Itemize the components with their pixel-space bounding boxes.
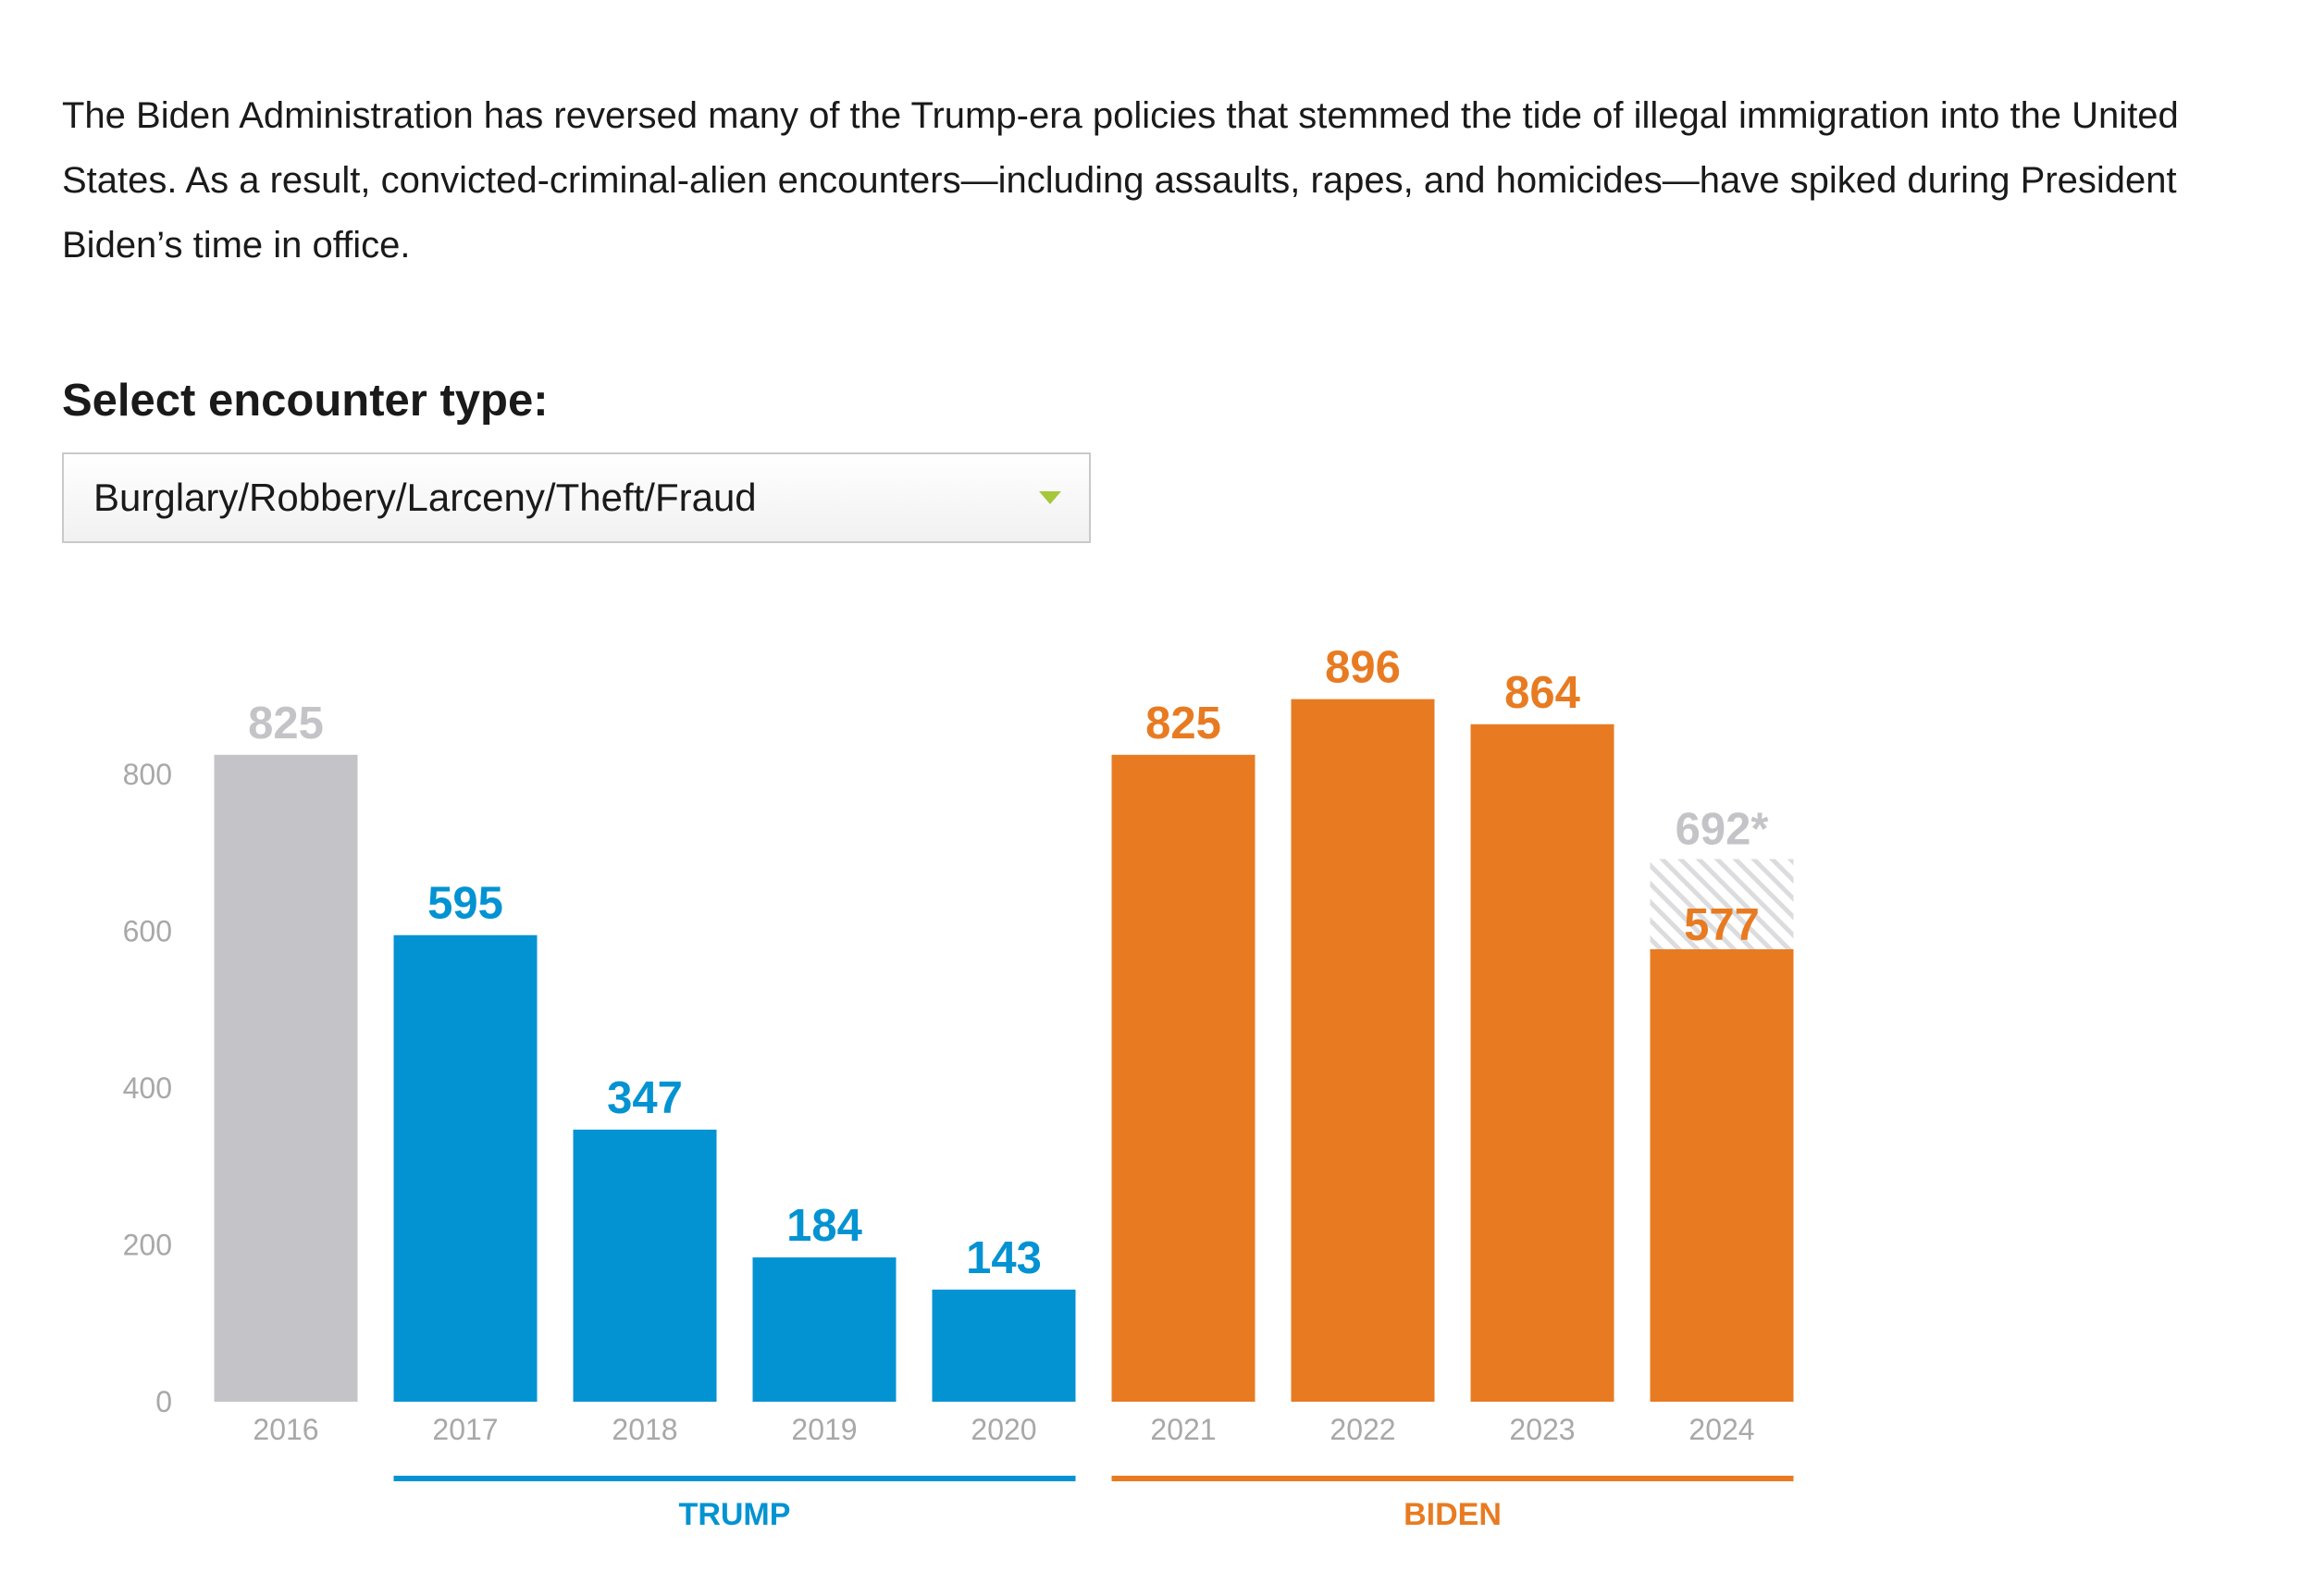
value-label: 184	[786, 1201, 862, 1251]
bar-2018	[573, 1129, 717, 1402]
bar-2024	[1650, 948, 1794, 1402]
bar-2017	[393, 934, 538, 1402]
encounter-type-selected-value: Burglary/Robbery/Larceny/Theft/Fraud	[93, 476, 757, 519]
y-tick-label: 600	[123, 915, 172, 948]
x-tick-label: 2019	[791, 1413, 857, 1446]
encounters-bar-chart: 0 200 400 600 800 692* 825 2016 595 2017 347 2018 18…	[123, 643, 1794, 1532]
x-tick-label: 2016	[253, 1413, 318, 1446]
era-label-biden: BIDEN	[1404, 1497, 1502, 1532]
encounter-type-dropdown[interactable]: Burglary/Robbery/Larceny/Theft/Fraud	[62, 452, 1091, 543]
era-label-trump: TRUMP	[679, 1497, 791, 1532]
value-label: 896	[1325, 643, 1401, 693]
era-line-biden	[1111, 1476, 1794, 1481]
bar-2020	[932, 1289, 1076, 1402]
projected-value-label: 692*	[1676, 805, 1770, 855]
value-label: 347	[607, 1073, 683, 1123]
encounter-type-label: Select encounter type:	[62, 376, 549, 426]
y-tick-label: 400	[123, 1071, 172, 1105]
x-tick-label: 2022	[1330, 1413, 1395, 1446]
projected-bar-segment	[1650, 859, 1794, 949]
value-label: 825	[248, 699, 324, 749]
era-line-trump	[393, 1476, 1076, 1481]
bar-2022	[1291, 699, 1435, 1402]
bar-2016	[214, 754, 358, 1402]
y-tick-label: 0	[155, 1385, 172, 1418]
bar-2019	[752, 1257, 897, 1402]
value-label: 825	[1145, 699, 1221, 749]
x-tick-label: 2024	[1688, 1413, 1754, 1446]
x-tick-label: 2021	[1150, 1413, 1216, 1446]
x-tick-label: 2017	[432, 1413, 498, 1446]
x-tick-label: 2020	[971, 1413, 1036, 1446]
bar-2021	[1111, 754, 1255, 1402]
y-tick-label: 800	[123, 758, 172, 791]
x-tick-label: 2023	[1509, 1413, 1575, 1446]
value-label: 143	[966, 1233, 1042, 1283]
intro-paragraph: The Biden Administration has reversed ma…	[62, 95, 2179, 266]
value-label: 864	[1504, 668, 1580, 718]
y-tick-label: 200	[123, 1229, 172, 1262]
bar-2023	[1470, 724, 1614, 1402]
value-label: 595	[427, 879, 503, 929]
chevron-down-icon	[1039, 491, 1061, 504]
value-label: 577	[1684, 900, 1760, 950]
x-tick-label: 2018	[612, 1413, 677, 1446]
